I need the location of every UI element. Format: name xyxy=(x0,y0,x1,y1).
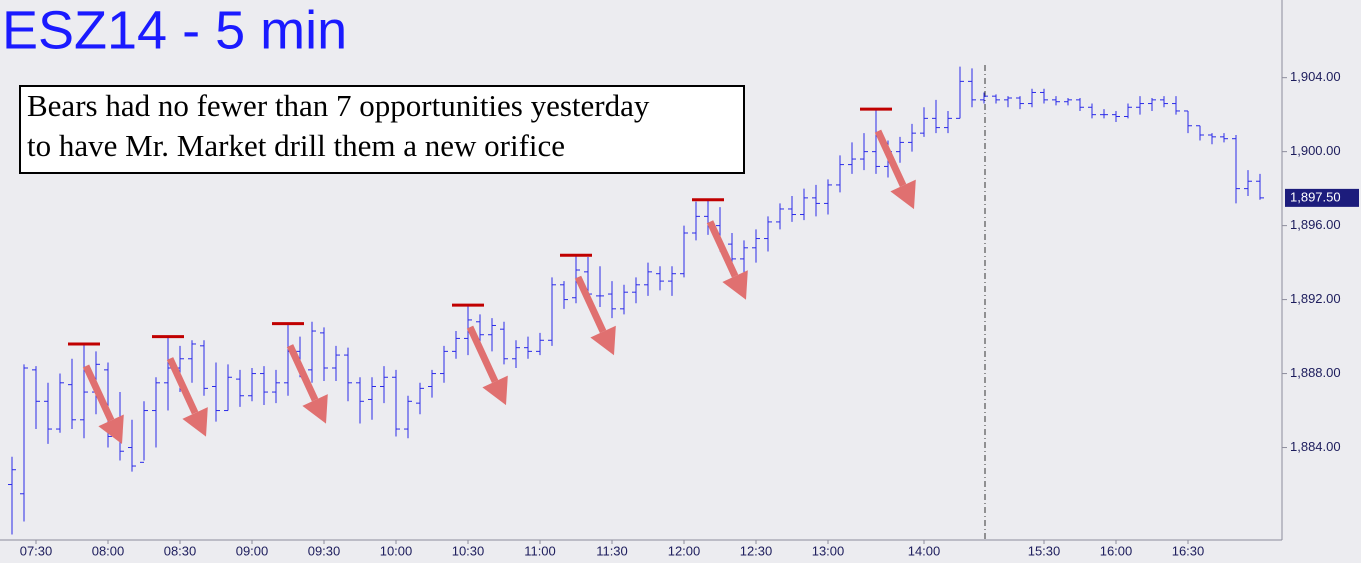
arrow-head xyxy=(182,407,208,437)
annotation-box xyxy=(19,85,745,174)
x-tick-label: 09:30 xyxy=(308,543,341,558)
x-tick-label: 15:30 xyxy=(1028,543,1061,558)
arrow-shaft xyxy=(166,357,199,415)
y-tick-label: 1,896.00 xyxy=(1290,217,1341,232)
arrow-head xyxy=(302,394,328,424)
x-tick-label: 08:30 xyxy=(164,543,197,558)
y-tick-label: 1,888.00 xyxy=(1290,365,1341,380)
x-tick-label: 16:00 xyxy=(1100,543,1133,558)
arrow-shaft xyxy=(874,129,907,187)
x-tick-label: 14:00 xyxy=(908,543,941,558)
arrow-head xyxy=(590,325,616,356)
arrow-shaft xyxy=(466,325,499,383)
y-tick-label: 1,900.00 xyxy=(1290,143,1341,158)
arrow-shaft xyxy=(574,275,607,334)
x-tick-label: 11:30 xyxy=(596,543,628,558)
y-tick-label: 1,884.00 xyxy=(1290,439,1341,454)
x-tick-label: 11:00 xyxy=(524,543,556,558)
x-tick-label: 09:00 xyxy=(236,543,269,558)
arrow-shaft xyxy=(706,220,739,278)
x-tick-label: 12:30 xyxy=(740,543,773,558)
last-price-tag xyxy=(1285,188,1359,207)
x-tick-label: 13:00 xyxy=(812,543,845,558)
chart-title: ESZ14 - 5 min xyxy=(2,0,347,60)
last-price-label: 1,897.50 xyxy=(1290,189,1341,204)
arrow-head xyxy=(98,414,124,444)
x-tick-label: 07:30 xyxy=(20,543,53,558)
x-tick-label: 10:30 xyxy=(452,543,485,558)
x-tick-label: 10:00 xyxy=(380,543,413,558)
x-tick-label: 12:00 xyxy=(668,543,701,558)
annotation-line: Bears had no fewer than 7 opportunities … xyxy=(27,88,650,123)
arrow-head xyxy=(722,270,748,300)
x-tick-label: 08:00 xyxy=(92,543,125,558)
annotation-line: to have Mr. Market drill them a new orif… xyxy=(27,128,565,163)
arrow-head xyxy=(482,375,508,406)
x-tick-label: 16:30 xyxy=(1172,543,1205,558)
y-tick-label: 1,892.00 xyxy=(1290,291,1341,306)
y-tick-label: 1,904.00 xyxy=(1290,69,1341,84)
arrow-head xyxy=(890,179,916,210)
arrow-shaft xyxy=(286,344,319,402)
arrow-shaft xyxy=(82,364,115,422)
